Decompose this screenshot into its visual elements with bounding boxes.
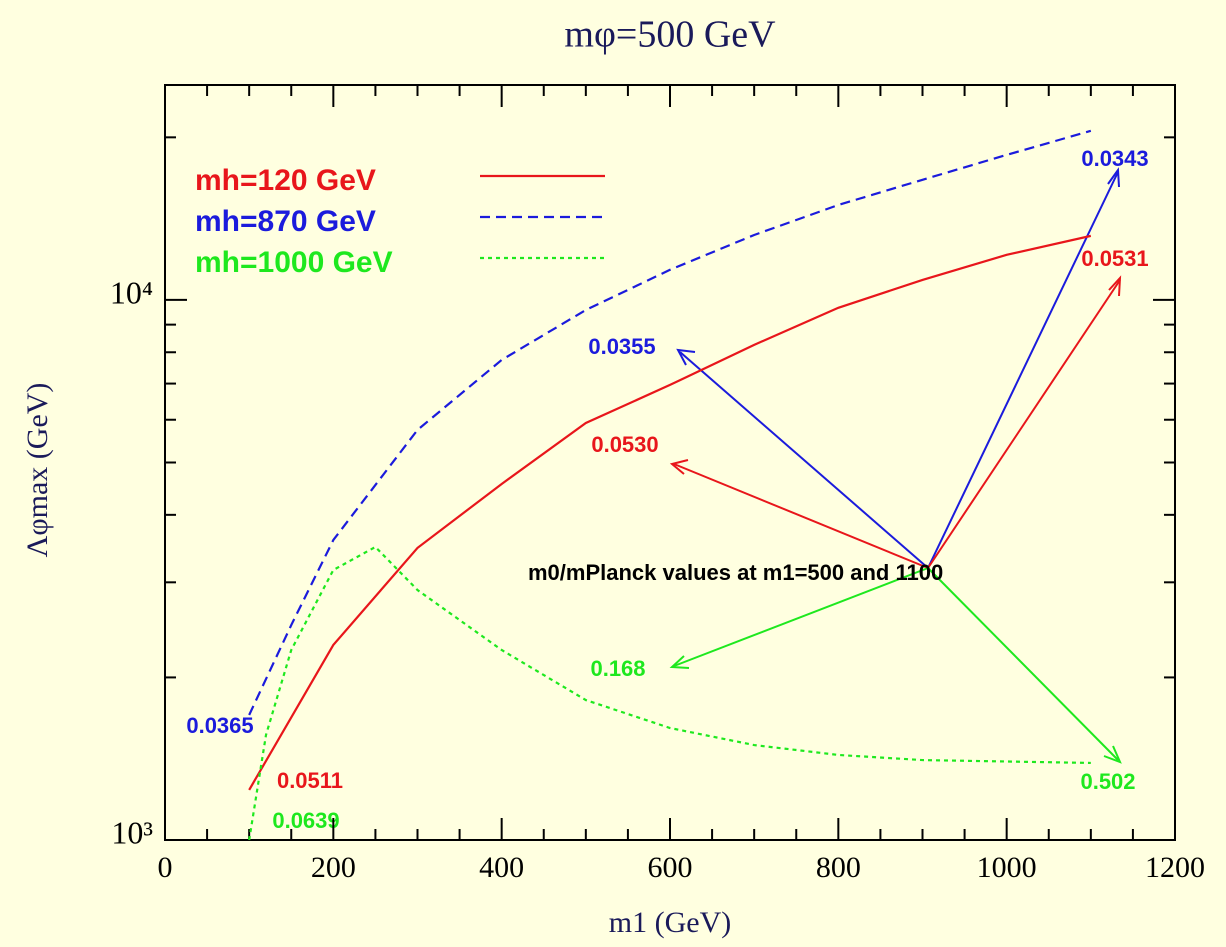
legend-label: mh=870 GeV [195,205,376,238]
x-axis-label: m1 (GeV) [609,906,731,939]
x-tick-label: 200 [311,851,356,884]
x-tick-label: 1200 [1145,851,1205,884]
y-tick-label: 10⁴ [110,274,153,310]
x-tick-label: 0 [158,851,173,884]
annotation: 0.0639 [272,808,339,833]
x-tick-label: 400 [479,851,524,884]
series-line [248,234,1092,791]
annotation: m0/mPlanck values at m1=500 and 1100 [528,560,943,585]
annotation: 0.168 [590,656,645,681]
x-tick-label: 800 [816,851,861,884]
annotation: 0.0343 [1081,146,1148,171]
series-line [248,545,1091,841]
annotation: 0.0511 [277,768,343,793]
y-axis-label: Λφmax (GeV) [21,383,54,558]
legend-label: mh=120 GeV [195,164,376,197]
annotation: 0.0530 [591,432,658,457]
y-tick-label: 10³ [111,814,153,850]
x-tick-label: 600 [648,851,693,884]
chart-title: mφ=500 GeV [564,14,776,56]
annotation: 0.0531 [1081,246,1148,271]
annotation: 0.0355 [588,334,655,359]
annotation: 0.0365 [186,713,253,738]
series-line [248,129,1092,716]
x-tick-label: 1000 [977,851,1037,884]
legend-label: mh=1000 GeV [195,246,393,279]
annotation: 0.502 [1080,769,1135,794]
